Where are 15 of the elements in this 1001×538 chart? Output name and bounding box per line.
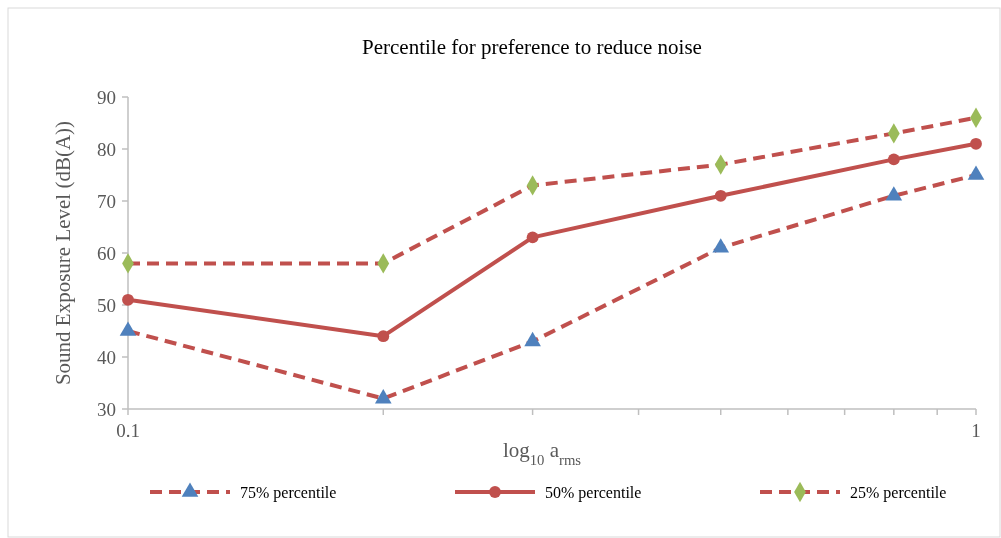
y-axis-title: Sound Exposure Level (dB(A)) <box>51 120 75 386</box>
chart-title: Percentile for preference to reduce noise <box>362 35 702 59</box>
y-tick-label: 50 <box>97 294 116 316</box>
legend-label: 25% percentile <box>850 483 947 502</box>
y-tick-label: 90 <box>97 86 116 108</box>
x-tick-label: 1 <box>971 420 981 441</box>
x-tick-label: 0.1 <box>116 420 140 441</box>
y-tick-label: 30 <box>97 398 116 420</box>
legend-label: 75% percentile <box>240 483 337 502</box>
y-tick-label: 70 <box>97 190 116 212</box>
y-tick-label: 60 <box>97 242 116 264</box>
y-tick-label: 80 <box>97 138 116 160</box>
y-tick-label: 40 <box>97 346 116 368</box>
legend-label: 50% percentile <box>545 483 642 502</box>
x-axis-title: log$_{10}$ a$_{rms}$ <box>502 438 582 468</box>
